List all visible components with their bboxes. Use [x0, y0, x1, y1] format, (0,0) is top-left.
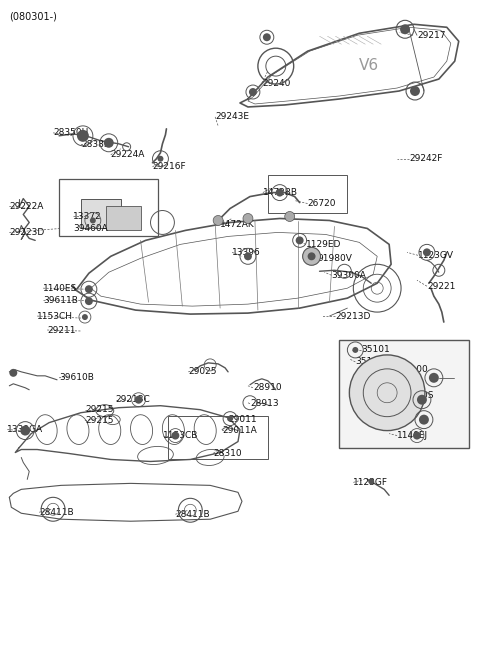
Text: 39611B: 39611B: [43, 296, 78, 305]
Circle shape: [85, 297, 93, 305]
Text: 26720: 26720: [308, 199, 336, 208]
Text: 39300A: 39300A: [332, 271, 366, 280]
Text: 28411B: 28411B: [39, 508, 74, 517]
Text: 1472BB: 1472BB: [263, 188, 298, 197]
Text: 1153CH: 1153CH: [37, 311, 73, 321]
Text: 28383: 28383: [81, 140, 109, 149]
Text: 1123GV: 1123GV: [418, 250, 454, 260]
Circle shape: [243, 214, 253, 224]
Bar: [268, 174, 348, 212]
Circle shape: [368, 478, 374, 484]
Circle shape: [213, 216, 223, 226]
Circle shape: [302, 247, 321, 265]
Circle shape: [417, 395, 427, 405]
Circle shape: [413, 432, 421, 440]
Text: 29216F: 29216F: [153, 162, 186, 171]
Circle shape: [171, 432, 180, 440]
Circle shape: [352, 347, 358, 353]
Text: 29011: 29011: [228, 415, 257, 424]
Text: 29243E: 29243E: [215, 112, 249, 122]
Circle shape: [77, 130, 89, 142]
Text: 91980S: 91980S: [399, 391, 433, 400]
Text: 29240: 29240: [262, 79, 290, 88]
Bar: [81, 198, 120, 228]
Text: 28913: 28913: [250, 399, 278, 408]
Text: 29242F: 29242F: [409, 154, 443, 163]
Bar: [59, 178, 158, 236]
Text: 29223D: 29223D: [9, 228, 45, 237]
Circle shape: [308, 253, 315, 261]
Circle shape: [429, 373, 439, 383]
Circle shape: [423, 248, 431, 257]
Circle shape: [134, 395, 143, 403]
Text: 1129ED: 1129ED: [306, 240, 341, 249]
Text: 29211: 29211: [47, 325, 76, 335]
Circle shape: [227, 415, 233, 422]
Text: 35101: 35101: [361, 345, 390, 355]
Circle shape: [419, 415, 429, 425]
Text: 1472AK: 1472AK: [220, 220, 255, 229]
Text: 28411B: 28411B: [175, 510, 210, 519]
Text: (080301-): (080301-): [9, 11, 57, 21]
Circle shape: [82, 314, 88, 320]
Text: 29215: 29215: [85, 416, 113, 425]
Circle shape: [85, 285, 93, 293]
Text: 91196: 91196: [375, 417, 404, 426]
Text: 28350H: 28350H: [53, 128, 88, 138]
Circle shape: [244, 253, 252, 261]
Circle shape: [349, 355, 425, 431]
Circle shape: [400, 24, 410, 34]
Circle shape: [263, 33, 271, 41]
Text: 29217: 29217: [417, 31, 445, 40]
Circle shape: [90, 218, 96, 224]
Text: V6: V6: [359, 57, 379, 73]
Text: 39460A: 39460A: [73, 224, 108, 233]
Circle shape: [410, 86, 420, 96]
Text: 1123GF: 1123GF: [353, 478, 388, 487]
Circle shape: [157, 156, 164, 162]
Text: 1140EJ: 1140EJ: [397, 431, 428, 440]
Circle shape: [9, 369, 17, 377]
Text: 35100: 35100: [399, 365, 428, 374]
Circle shape: [104, 138, 114, 148]
Text: 29213D: 29213D: [336, 311, 371, 321]
Circle shape: [20, 426, 30, 436]
Text: 29025: 29025: [188, 367, 217, 376]
Bar: [339, 340, 468, 448]
Circle shape: [296, 236, 304, 244]
Text: 39610B: 39610B: [59, 373, 94, 382]
Text: 13372: 13372: [73, 212, 102, 221]
Text: 28910: 28910: [253, 383, 282, 392]
Text: 29213C: 29213C: [116, 395, 150, 404]
Text: 1140ES: 1140ES: [43, 284, 77, 293]
Circle shape: [249, 88, 257, 96]
Text: 29215: 29215: [85, 405, 113, 414]
Circle shape: [285, 212, 295, 222]
Circle shape: [276, 188, 284, 196]
Text: 29222A: 29222A: [9, 202, 44, 211]
Text: 13396: 13396: [232, 248, 261, 257]
Text: 1339GA: 1339GA: [7, 425, 44, 434]
Text: 29011A: 29011A: [222, 426, 257, 435]
Text: 29221: 29221: [427, 282, 456, 291]
Text: 35110H: 35110H: [355, 357, 391, 366]
Bar: [106, 206, 141, 230]
Bar: [168, 415, 268, 460]
Text: 29224A: 29224A: [111, 150, 145, 159]
Text: 1153CB: 1153CB: [164, 431, 199, 440]
Text: 91980V: 91980V: [318, 254, 352, 263]
Text: 28310: 28310: [213, 449, 242, 458]
